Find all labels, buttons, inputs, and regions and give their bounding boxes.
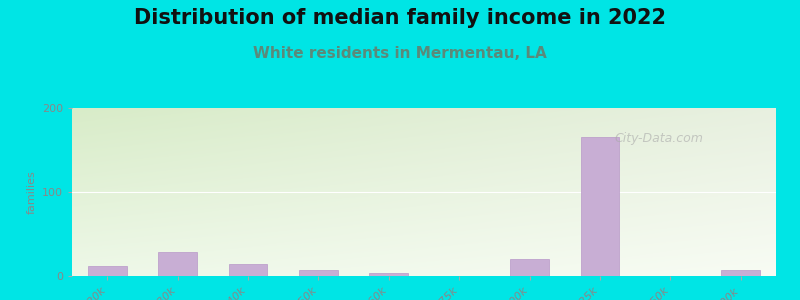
- Y-axis label: families: families: [26, 170, 36, 214]
- Bar: [581, 137, 619, 276]
- Bar: [158, 253, 197, 276]
- Text: City-Data.com: City-Data.com: [614, 132, 703, 145]
- Bar: [88, 266, 126, 276]
- Text: Distribution of median family income in 2022: Distribution of median family income in …: [134, 8, 666, 28]
- Bar: [722, 270, 760, 276]
- Bar: [299, 270, 338, 276]
- Text: White residents in Mermentau, LA: White residents in Mermentau, LA: [253, 46, 547, 62]
- Bar: [510, 259, 549, 276]
- Bar: [370, 273, 408, 276]
- Bar: [229, 264, 267, 276]
